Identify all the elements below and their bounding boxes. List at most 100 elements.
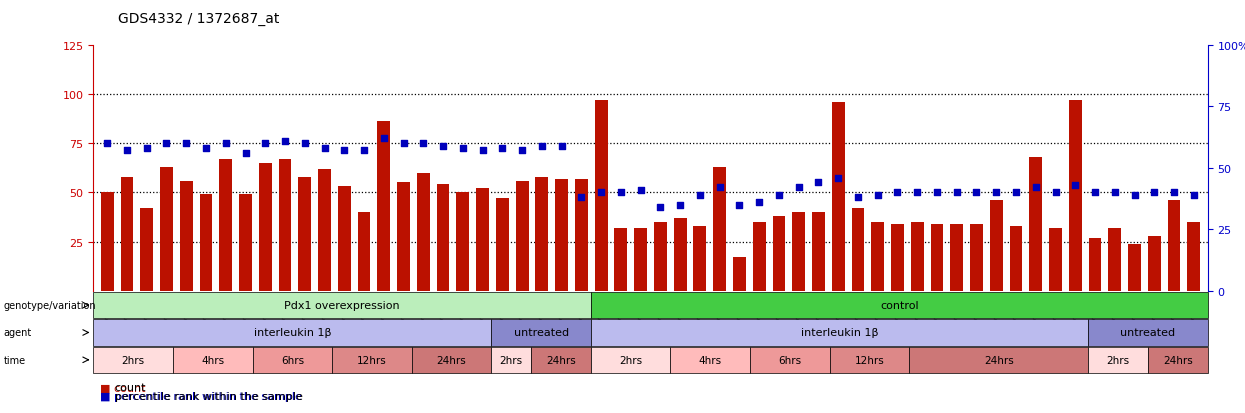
Bar xyxy=(693,226,706,291)
Bar xyxy=(417,173,430,291)
Bar xyxy=(496,199,509,291)
Point xyxy=(215,140,235,147)
Bar xyxy=(1148,236,1160,291)
Point xyxy=(670,202,690,209)
Bar xyxy=(93,320,492,346)
Bar xyxy=(161,167,173,291)
Point xyxy=(1026,185,1046,191)
Bar xyxy=(911,222,924,291)
Text: 2hrs: 2hrs xyxy=(619,355,642,365)
Bar xyxy=(930,224,944,291)
Bar xyxy=(239,195,251,291)
Bar xyxy=(299,177,311,291)
Bar xyxy=(772,216,786,291)
Point xyxy=(1046,190,1066,196)
Point xyxy=(986,190,1006,196)
Bar xyxy=(970,224,982,291)
Point xyxy=(433,143,453,150)
Point xyxy=(1124,192,1144,199)
Bar xyxy=(749,347,829,373)
Bar xyxy=(792,213,806,291)
Bar xyxy=(591,292,1208,318)
Point xyxy=(611,190,631,196)
Bar xyxy=(595,100,608,291)
Bar xyxy=(1030,157,1042,291)
Text: 4hrs: 4hrs xyxy=(698,355,722,365)
Bar xyxy=(891,224,904,291)
Bar xyxy=(591,347,670,373)
Bar xyxy=(950,224,964,291)
Bar xyxy=(492,347,532,373)
Text: Pdx1 overexpression: Pdx1 overexpression xyxy=(284,300,400,311)
Point xyxy=(552,143,571,150)
Point xyxy=(354,148,374,154)
Bar xyxy=(812,213,825,291)
Bar xyxy=(492,320,591,346)
Bar xyxy=(615,228,627,291)
Point xyxy=(255,140,275,147)
Bar xyxy=(674,218,686,291)
Point xyxy=(789,185,809,191)
Bar xyxy=(753,222,766,291)
Bar xyxy=(1148,347,1208,373)
Bar xyxy=(713,167,726,291)
Bar xyxy=(1088,347,1148,373)
Bar xyxy=(1050,228,1062,291)
Point xyxy=(492,145,512,152)
Text: 6hrs: 6hrs xyxy=(778,355,802,365)
Text: 2hrs: 2hrs xyxy=(499,355,523,365)
Text: 12hrs: 12hrs xyxy=(357,355,387,365)
Text: agent: agent xyxy=(4,328,32,338)
Bar xyxy=(1108,228,1122,291)
Point xyxy=(97,140,117,147)
Bar xyxy=(1168,201,1180,291)
Bar xyxy=(1069,100,1082,291)
Bar xyxy=(437,185,449,291)
Bar xyxy=(532,347,591,373)
Bar xyxy=(1088,320,1208,346)
Bar xyxy=(909,347,1088,373)
Bar xyxy=(670,347,749,373)
Bar xyxy=(337,187,351,291)
Point xyxy=(888,190,908,196)
Point xyxy=(512,148,532,154)
Bar xyxy=(121,177,133,291)
Text: GDS4332 / 1372687_at: GDS4332 / 1372687_at xyxy=(118,12,280,26)
Text: ■ count: ■ count xyxy=(100,382,146,392)
Text: 2hrs: 2hrs xyxy=(1107,355,1129,365)
Point xyxy=(966,190,986,196)
Bar xyxy=(219,159,232,291)
Bar xyxy=(1088,238,1102,291)
Point xyxy=(749,199,769,206)
Bar xyxy=(457,193,469,291)
Bar xyxy=(852,209,864,291)
Bar xyxy=(1010,226,1022,291)
Bar xyxy=(476,189,489,291)
Text: 24hrs: 24hrs xyxy=(1163,355,1193,365)
Point xyxy=(532,143,552,150)
Bar xyxy=(515,181,529,291)
Point xyxy=(177,140,197,147)
Point xyxy=(631,187,651,194)
Bar xyxy=(555,179,568,291)
Point xyxy=(1066,182,1086,189)
Bar xyxy=(397,183,410,291)
Point xyxy=(335,148,355,154)
Bar xyxy=(591,320,1088,346)
Point xyxy=(928,190,947,196)
Text: 24hrs: 24hrs xyxy=(547,355,576,365)
Point xyxy=(157,140,177,147)
Bar xyxy=(332,347,412,373)
Point xyxy=(571,195,591,201)
Point xyxy=(769,192,789,199)
Point xyxy=(1144,190,1164,196)
Point xyxy=(235,150,255,157)
Text: 6hrs: 6hrs xyxy=(281,355,304,365)
Text: time: time xyxy=(4,355,26,365)
Bar xyxy=(412,347,492,373)
Point xyxy=(848,195,868,201)
Bar xyxy=(1188,222,1200,291)
Point xyxy=(275,138,295,145)
Text: 24hrs: 24hrs xyxy=(984,355,1013,365)
Bar xyxy=(575,179,588,291)
